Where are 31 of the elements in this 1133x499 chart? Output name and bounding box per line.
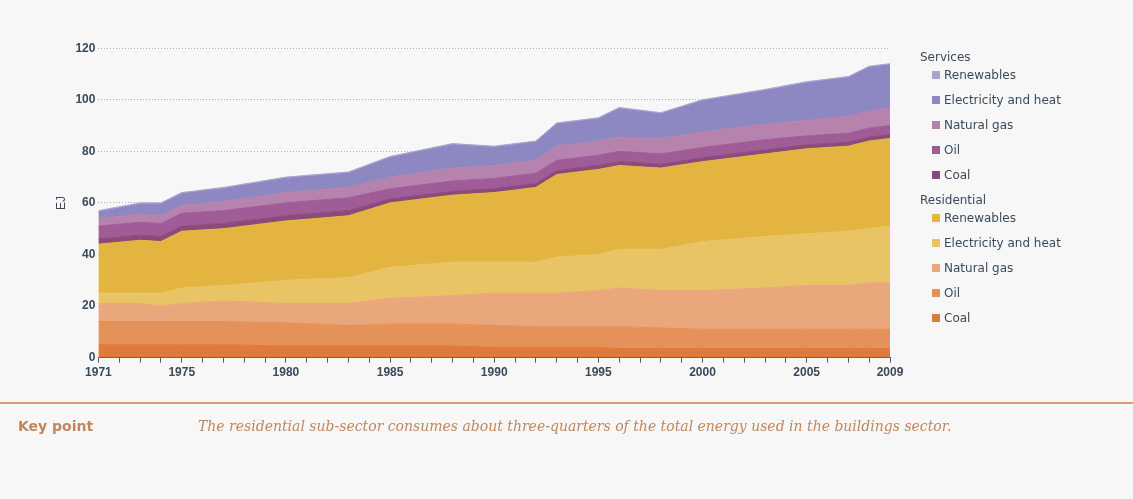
y-tick-label: 80 (82, 143, 96, 158)
x-tick-label: 2005 (793, 365, 821, 380)
legend-label: Natural gas (944, 261, 1014, 275)
x-tick-label: 1995 (585, 365, 613, 380)
legend-label: Oil (944, 286, 961, 300)
x-tick-label: 1985 (376, 365, 404, 380)
text: Key point (17, 418, 95, 434)
text: Services (920, 50, 972, 64)
y-tick-label: 0 (88, 349, 96, 364)
legend-label: Coal (944, 168, 971, 182)
x-tick-label: 1971 (85, 365, 113, 380)
y-tick-label: 40 (82, 246, 96, 261)
x-tick-label: 2009 (876, 365, 904, 380)
x-tick-label: 1975 (168, 365, 196, 380)
legend-label: Coal (944, 311, 971, 325)
y-tick-label: 100 (75, 92, 96, 107)
legend-label: Renewables (944, 211, 1016, 225)
text: Residential (920, 193, 988, 207)
x-tick-label: 1990 (480, 365, 508, 380)
y-tick-label: 20 (82, 298, 96, 313)
legend-label: Electricity and heat (944, 93, 1061, 107)
legend-label: Renewables (944, 68, 1016, 82)
x-tick-label: 1980 (272, 365, 300, 380)
y-tick-label: 120 (75, 40, 96, 55)
legend-label: Natural gas (944, 118, 1014, 132)
text: The residential sub-sector consumes about three-quarters of the total energy used in the buildings sector. (198, 418, 953, 434)
legend-label: Oil (944, 143, 961, 157)
legend-label: Electricity and heat (944, 236, 1061, 250)
y-axis-title: EJ (53, 195, 68, 210)
y-tick-label: 60 (82, 195, 96, 210)
x-tick-label: 2000 (689, 365, 717, 380)
